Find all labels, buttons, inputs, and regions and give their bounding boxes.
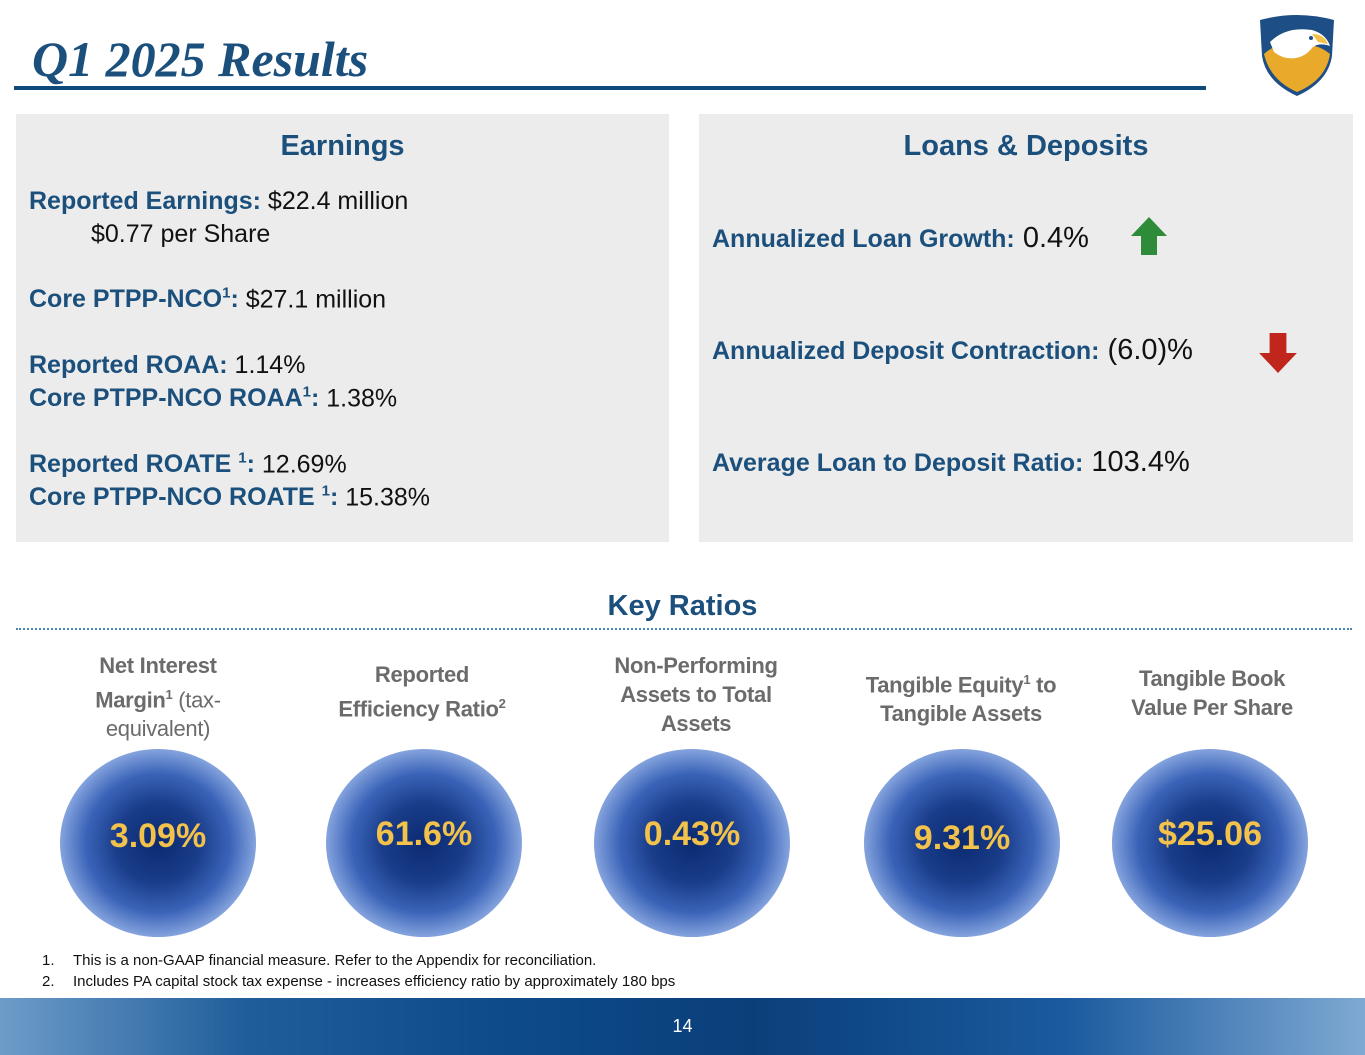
core-roate-line: Core PTPP-NCO ROATE 1: 15.38% bbox=[29, 483, 431, 512]
tbv-value: $25.06 bbox=[1158, 815, 1262, 853]
reported-roate-line: Reported ROATE 1: 12.69% bbox=[29, 450, 347, 479]
core-roaa-line: Core PTPP-NCO ROAA1: 1.38% bbox=[29, 384, 398, 413]
up-arrow-icon bbox=[1131, 217, 1167, 255]
key-ratios-divider bbox=[16, 628, 1352, 630]
per-share-line: $0.77 per Share bbox=[91, 220, 271, 248]
key-ratios-heading: Key Ratios bbox=[607, 590, 758, 622]
ratio-circle-efficiency: 61.6% bbox=[326, 749, 522, 937]
reported-earnings-line: Reported Earnings: $22.4 million bbox=[29, 187, 409, 215]
ratio-label-efficiency: Reported Efficiency Ratio2 bbox=[338, 662, 506, 722]
down-arrow-icon bbox=[1259, 333, 1297, 373]
ratio-circle-tbv: $25.06 bbox=[1112, 749, 1308, 937]
eagle-shield-logo-icon bbox=[1260, 15, 1334, 96]
loans-deposits-heading: Loans & Deposits bbox=[903, 130, 1149, 162]
loan-deposit-ratio-line: Average Loan to Deposit Ratio: 103.4% bbox=[712, 446, 1190, 478]
footnote-2: 2. Includes PA capital stock tax expense … bbox=[42, 973, 676, 990]
efficiency-value: 61.6% bbox=[375, 815, 473, 853]
ratio-label-nim: Net Interest Margin1 (tax- equivalent) bbox=[95, 653, 221, 742]
tangible-equity-value: 9.31% bbox=[913, 819, 1011, 857]
ratio-circle-tangible-equity: 9.31% bbox=[864, 749, 1060, 937]
ratio-circle-npa: 0.43% bbox=[594, 749, 790, 937]
earnings-heading: Earnings bbox=[280, 130, 405, 162]
ratio-label-npa: Non-Performing Assets to Total Assets bbox=[614, 653, 778, 736]
core-ptpp-line: Core PTPP-NCO1: $27.1 million bbox=[29, 285, 387, 314]
npa-value: 0.43% bbox=[643, 815, 741, 853]
earnings-panel: Earnings Reported Earnings: $22.4 millio… bbox=[16, 114, 669, 542]
reported-roaa-line: Reported ROAA: 1.14% bbox=[29, 351, 306, 379]
loan-growth-line: Annualized Loan Growth: 0.4% bbox=[712, 222, 1089, 254]
footnote-1: 1. This is a non-GAAP financial measure. … bbox=[42, 952, 597, 969]
deposit-contraction-line: Annualized Deposit Contraction: (6.0)% bbox=[712, 334, 1193, 366]
nim-value: 3.09% bbox=[109, 817, 207, 855]
page-title: Q1 2025 Results bbox=[32, 31, 369, 87]
footer-bar bbox=[0, 998, 1365, 1055]
page-number: 14 bbox=[672, 1016, 693, 1036]
ratio-circle-nim: 3.09% bbox=[60, 749, 256, 937]
loans-deposits-panel: Loans & Deposits Annualized Loan Growth:… bbox=[699, 114, 1353, 542]
title-underline bbox=[14, 86, 1206, 90]
ratio-label-tbv: Tangible Book Value Per Share bbox=[1131, 666, 1293, 720]
footnotes: 1. This is a non-GAAP financial measure. … bbox=[42, 950, 675, 992]
ratio-label-tangible-equity: Tangible Equity1 to Tangible Assets bbox=[865, 672, 1057, 727]
